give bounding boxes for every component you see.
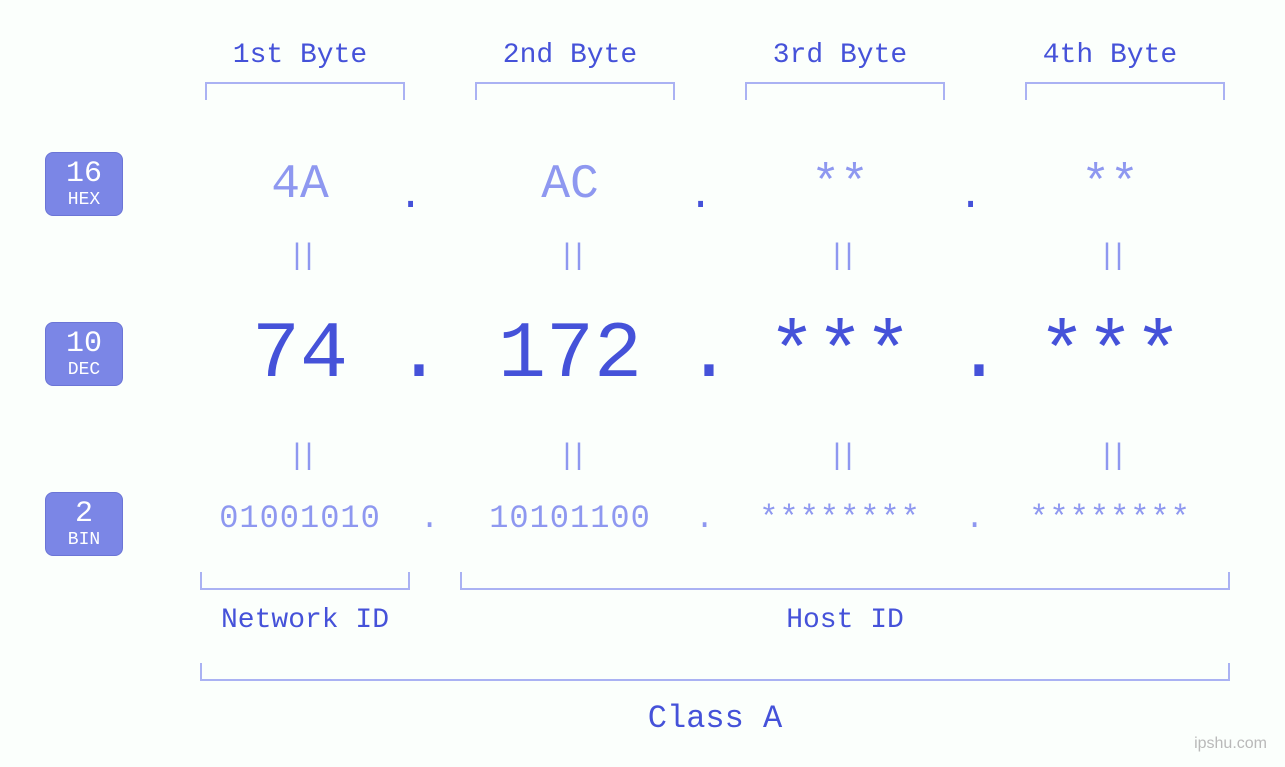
eq-2-1: || [280,440,320,474]
badge-dec-num: 10 [46,329,122,359]
badge-bin-name: BIN [46,531,122,549]
badge-bin-num: 2 [46,499,122,529]
hex-dot-1: . [398,172,423,220]
bin-byte-1: 01001010 [180,500,420,537]
dec-byte-2: 172 [440,310,700,401]
bracket-byte-4 [1025,82,1225,100]
badge-dec-name: DEC [46,361,122,379]
bin-byte-4: ******** [990,500,1230,537]
hex-byte-4: ** [990,158,1230,212]
eq-1-2: || [550,240,590,274]
byte-header-1: 1st Byte [180,40,420,71]
dec-dot-1: . [395,310,443,401]
bracket-byte-2 [475,82,675,100]
badge-hex-name: HEX [46,191,122,209]
bin-byte-2: 10101100 [450,500,690,537]
hex-byte-2: AC [450,158,690,212]
bracket-network-id [200,572,410,590]
dec-byte-3: *** [710,310,970,401]
eq-1-3: || [820,240,860,274]
bin-dot-2: . [695,500,714,537]
label-network-id: Network ID [180,605,430,636]
hex-byte-1: 4A [180,158,420,212]
byte-header-3: 3rd Byte [720,40,960,71]
label-host-id: Host ID [460,605,1230,636]
badge-bin: 2 BIN [45,492,123,556]
hex-byte-3: ** [720,158,960,212]
bin-dot-1: . [420,500,439,537]
byte-header-2: 2nd Byte [450,40,690,71]
badge-dec: 10 DEC [45,322,123,386]
dec-byte-4: *** [980,310,1240,401]
dec-byte-1: 74 [170,310,430,401]
watermark: ipshu.com [1194,735,1267,753]
eq-2-2: || [550,440,590,474]
eq-2-4: || [1090,440,1130,474]
bin-byte-3: ******** [720,500,960,537]
bin-dot-3: . [965,500,984,537]
eq-1-1: || [280,240,320,274]
badge-hex: 16 HEX [45,152,123,216]
eq-1-4: || [1090,240,1130,274]
eq-2-3: || [820,440,860,474]
hex-dot-3: . [958,172,983,220]
bracket-class [200,663,1230,681]
bracket-byte-3 [745,82,945,100]
hex-dot-2: . [688,172,713,220]
label-class: Class A [200,700,1230,737]
bracket-host-id [460,572,1230,590]
badge-hex-num: 16 [46,159,122,189]
byte-header-4: 4th Byte [990,40,1230,71]
bracket-byte-1 [205,82,405,100]
